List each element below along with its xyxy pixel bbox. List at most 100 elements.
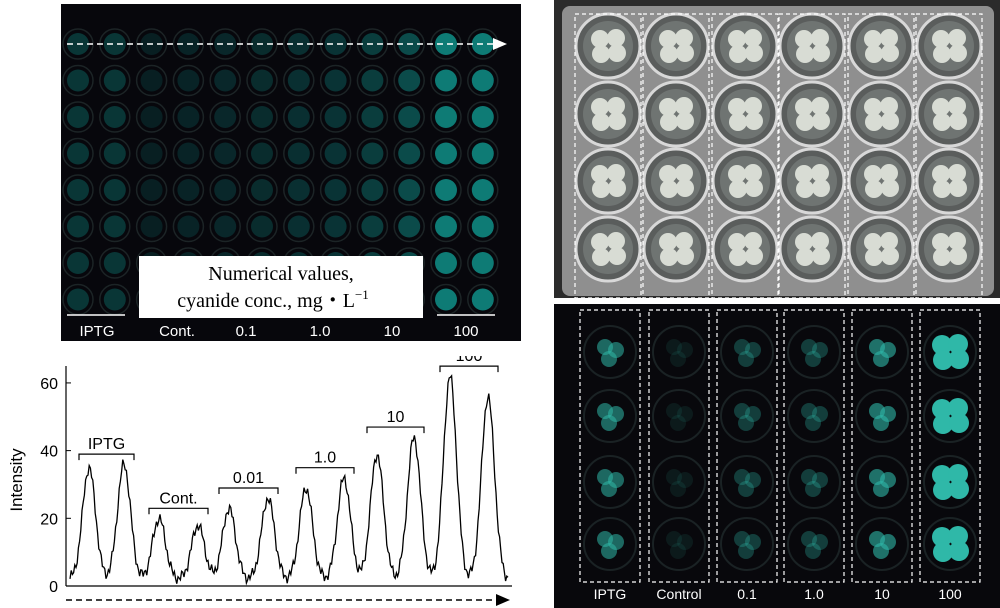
- fluorescent-disc: [738, 351, 754, 367]
- x-direction-arrowhead: [496, 594, 510, 606]
- well: [214, 33, 237, 55]
- fluorescent-disc: [812, 534, 828, 550]
- well: [251, 106, 273, 128]
- well-medium: [787, 21, 837, 71]
- leaf-disc: [881, 247, 899, 265]
- well: [361, 215, 384, 238]
- column-label: IPTG: [79, 323, 114, 340]
- leaf-disc: [796, 45, 814, 63]
- well: [435, 215, 457, 238]
- fluorescent-disc: [734, 403, 750, 419]
- leaf-disc: [933, 45, 951, 63]
- leaf-disc: [949, 179, 967, 197]
- fluorescent-disc: [801, 531, 817, 547]
- column-label: Control: [656, 586, 701, 602]
- leaf-disc: [745, 179, 763, 197]
- well-rim: [652, 455, 706, 509]
- fluorescent-disc: [948, 398, 968, 418]
- well: [67, 179, 89, 201]
- fluorescent-disc: [873, 415, 889, 431]
- well-rim: [99, 247, 131, 279]
- caption-box: [139, 256, 423, 318]
- well-rim: [923, 325, 977, 379]
- well-rim: [99, 64, 131, 97]
- leaf-disc: [729, 113, 747, 131]
- well-rim: [393, 174, 425, 206]
- leaf-disc: [659, 233, 677, 251]
- leaf-disc: [865, 248, 883, 266]
- well: [214, 106, 237, 128]
- fluorescent-disc: [948, 334, 968, 354]
- well: [140, 69, 163, 92]
- well-rim: [652, 389, 706, 443]
- well-rim: [923, 389, 977, 443]
- well: [435, 33, 457, 55]
- fluorescent-disc: [666, 469, 682, 485]
- well-rim: [99, 101, 131, 133]
- fluorescent-disc: [666, 339, 682, 355]
- leaf-disc: [660, 45, 678, 63]
- well-plate-photo-panel: [554, 0, 1000, 298]
- y-tick-label: 0: [49, 579, 58, 596]
- leaf-disc: [881, 112, 899, 130]
- well-medium: [720, 224, 770, 274]
- well-rim: [652, 517, 706, 571]
- leaf-disc: [676, 247, 694, 265]
- fluorescent-disc: [932, 399, 952, 419]
- well: [177, 106, 200, 128]
- well-rim: [467, 247, 499, 279]
- leaf-disc: [608, 112, 626, 130]
- well: [287, 69, 310, 92]
- well: [251, 142, 273, 165]
- leaf-disc: [811, 97, 829, 115]
- fluorescent-disc: [948, 526, 968, 546]
- well-plate-image: IPTG Cont. 0.1 1.0 10 100 Numerical values, c…: [61, 4, 521, 341]
- leaf-disc: [933, 113, 951, 131]
- well-rim: [246, 174, 278, 206]
- well-rim: [172, 174, 205, 206]
- well: [140, 179, 163, 201]
- fluorescent-disc: [949, 349, 969, 369]
- leaf-disc: [660, 248, 678, 266]
- fluorescent-disc: [677, 534, 693, 550]
- well-rim: [319, 210, 352, 243]
- well-rim: [62, 210, 94, 243]
- fluorescent-disc: [933, 480, 953, 500]
- well: [398, 142, 421, 165]
- column-label: 1.0: [310, 323, 331, 340]
- well-medium: [924, 89, 974, 139]
- well-rim: [135, 137, 168, 170]
- column-highlight-box: [648, 309, 710, 583]
- leaf-disc: [933, 180, 951, 198]
- fluorescent-disc: [812, 472, 828, 488]
- well-rim: [583, 389, 637, 443]
- group-bracket: [78, 453, 135, 461]
- leaf-disc: [728, 98, 746, 116]
- leaf-disc: [880, 97, 898, 115]
- well-medium: [651, 89, 701, 139]
- fluorescent-disc: [738, 543, 754, 559]
- group-label: 0.01: [233, 470, 264, 487]
- well-medium: [720, 21, 770, 71]
- leaf-disc: [811, 232, 829, 250]
- well-rim: [283, 101, 315, 133]
- well-plate-photo: [554, 0, 1000, 298]
- group-label: 10: [387, 409, 405, 426]
- fluorescent-disc: [745, 534, 761, 550]
- leaf-disc: [607, 97, 625, 115]
- fluorescent-disc: [677, 472, 693, 488]
- fluorescent-disc: [601, 415, 617, 431]
- leaf-disc: [608, 179, 626, 197]
- leaf-disc: [744, 97, 762, 115]
- well: [177, 179, 200, 201]
- well-medium: [651, 156, 701, 206]
- leaf-disc: [675, 97, 693, 115]
- column-label: 10: [384, 323, 401, 340]
- well: [398, 215, 421, 238]
- well-rim: [283, 28, 315, 60]
- well-medium: [924, 224, 974, 274]
- caption-line-1: Numerical values,: [208, 263, 354, 285]
- well: [103, 215, 126, 238]
- well-rim: [855, 455, 909, 509]
- well-medium: [583, 156, 633, 206]
